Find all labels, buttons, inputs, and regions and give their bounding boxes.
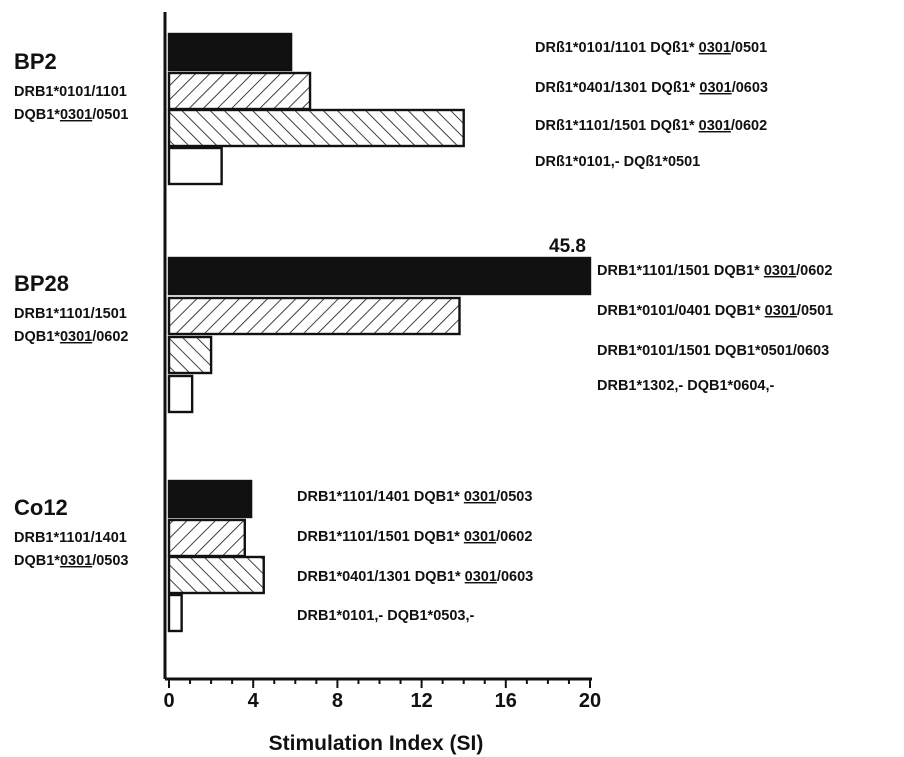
group-sublabel-co12-1-underlined: 0301	[60, 553, 92, 569]
group-label-co12: Co12	[14, 495, 68, 520]
bar-label-co12-3-pre: DRB1*0101,- DQB1*0503,-	[297, 608, 474, 624]
group-sublabel-co12-0: DRB1*1101/1401	[14, 530, 127, 546]
group-sublabel-bp28-1-pre: DQB1*	[14, 329, 60, 345]
bar-label-bp2-3: DRß1*0101,- DQß1*0501	[535, 154, 700, 170]
bar-bp2-2	[167, 108, 465, 148]
bar-label-co12-3: DRB1*0101,- DQB1*0503,-	[297, 608, 474, 624]
bar-label-bp2-2-pre: DRß1*1101/1501 DQß1*	[535, 118, 699, 134]
bar-label-bp2-1-post: /0603	[732, 80, 768, 96]
group-sublabel-bp28-1-post: /0602	[92, 329, 128, 345]
x-tick-label-4: 4	[248, 690, 260, 712]
group-sublabel-bp2-0: DRB1*0101/1101	[14, 84, 127, 100]
bar-bp2-0	[167, 32, 293, 72]
bar-label-bp2-1-pre: DRß1*0401/1301 DQß1*	[535, 80, 699, 96]
group-sublabel-bp28-1-underlined: 0301	[60, 329, 92, 345]
bar-co12-1	[167, 518, 246, 558]
group-sublabel-co12-0-pre: DRB1*1101/1401	[14, 530, 127, 546]
bar-label-co12-0-post: /0503	[496, 489, 532, 505]
bar-bp28-3	[167, 374, 194, 414]
bar-label-bp2-0-underlined: 0301	[699, 40, 731, 56]
bar-label-co12-2-post: /0603	[497, 569, 533, 585]
group-label-bp28: BP28	[14, 271, 69, 296]
group-sublabel-co12-1-pre: DQB1*	[14, 553, 60, 569]
bar-label-bp28-3-pre: DRB1*1302,- DQB1*0604,-	[597, 378, 774, 394]
bar-bp2-3	[167, 146, 223, 186]
x-tick-label-16: 16	[495, 690, 517, 712]
bar-label-bp2-1: DRß1*0401/1301 DQß1* 0301/0603	[535, 80, 768, 96]
x-tick-label-0: 0	[163, 690, 174, 712]
x-tick-label-12: 12	[410, 690, 432, 712]
bar-label-bp28-0-post: /0602	[796, 263, 832, 279]
bar-co12-2	[167, 555, 265, 595]
bar-bp28-1	[167, 296, 461, 336]
bar-co12-0	[167, 479, 253, 519]
bar-label-bp28-0-underlined: 0301	[764, 263, 796, 279]
bar-label-bp28-2: DRB1*0101/1501 DQB1*0501/0603	[597, 343, 829, 359]
group-sublabel-bp28-0-pre: DRB1*1101/1501	[14, 306, 127, 322]
bar-label-co12-2-pre: DRB1*0401/1301 DQB1*	[297, 569, 465, 585]
bar-label-co12-1-post: /0602	[496, 529, 532, 545]
bar-label-co12-2-underlined: 0301	[465, 569, 497, 585]
group-sublabel-bp28-0: DRB1*1101/1501	[14, 306, 127, 322]
bar-label-bp28-1-pre: DRB1*0101/0401 DQB1*	[597, 303, 765, 319]
x-tick-label-20: 20	[579, 690, 601, 712]
bar-label-bp2-2: DRß1*1101/1501 DQß1* 0301/0602	[535, 118, 767, 134]
group-sublabel-bp2-1-underlined: 0301	[60, 107, 92, 123]
bar-label-bp28-1-post: /0501	[797, 303, 833, 319]
bar-bp2-1	[167, 71, 312, 111]
group-sublabel-bp2-0-pre: DRB1*0101/1101	[14, 84, 127, 100]
bar-label-bp2-0: DRß1*0101/1101 DQß1* 0301/0501	[535, 40, 767, 56]
bar-label-bp2-3-pre: DRß1*0101,- DQß1*0501	[535, 154, 700, 170]
group-sublabel-co12-1: DQB1*0301/0503	[14, 553, 129, 569]
bar-co12-3	[167, 593, 183, 633]
bar-label-co12-1-pre: DRB1*1101/1501 DQB1*	[297, 529, 464, 545]
bar-label-co12-1-underlined: 0301	[464, 529, 496, 545]
bar-bp28-2	[167, 335, 213, 375]
group-sublabel-co12-1-post: /0503	[92, 553, 128, 569]
bar-label-bp28-0: DRB1*1101/1501 DQB1* 0301/0602	[597, 263, 832, 279]
group-label-bp2: BP2	[14, 49, 57, 74]
bar-label-bp28-1: DRB1*0101/0401 DQB1* 0301/0501	[597, 303, 833, 319]
bar-label-bp28-2-pre: DRB1*0101/1501 DQB1*0501/0603	[597, 343, 829, 359]
bar-label-bp2-0-pre: DRß1*0101/1101 DQß1*	[535, 40, 699, 56]
bar-label-co12-0-pre: DRB1*1101/1401 DQB1*	[297, 489, 464, 505]
group-sublabel-bp28-1: DQB1*0301/0602	[14, 329, 129, 345]
bar-label-bp28-3: DRB1*1302,- DQB1*0604,-	[597, 378, 774, 394]
group-sublabel-bp2-1-post: /0501	[92, 107, 128, 123]
bar-label-bp2-2-underlined: 0301	[699, 118, 731, 134]
bar-label-bp28-1-underlined: 0301	[765, 303, 797, 319]
x-tick-label-8: 8	[332, 690, 343, 712]
bar-label-co12-0: DRB1*1101/1401 DQB1* 0301/0503	[297, 489, 532, 505]
x-axis-title: Stimulation Index (SI)	[269, 732, 484, 755]
group-sublabel-bp2-1: DQB1*0301/0501	[14, 107, 129, 123]
bar-label-bp2-1-underlined: 0301	[699, 80, 731, 96]
bar-label-co12-2: DRB1*0401/1301 DQB1* 0301/0603	[297, 569, 533, 585]
group-sublabel-bp2-1-pre: DQB1*	[14, 107, 60, 123]
data-label-bp28-0: 45.8	[549, 236, 586, 257]
bar-bp28-0	[167, 256, 592, 296]
bar-label-bp2-0-post: /0501	[731, 40, 767, 56]
bar-label-co12-0-underlined: 0301	[464, 489, 496, 505]
bar-label-co12-1: DRB1*1101/1501 DQB1* 0301/0602	[297, 529, 532, 545]
bar-label-bp28-0-pre: DRB1*1101/1501 DQB1*	[597, 263, 764, 279]
bar-label-bp2-2-post: /0602	[731, 118, 767, 134]
